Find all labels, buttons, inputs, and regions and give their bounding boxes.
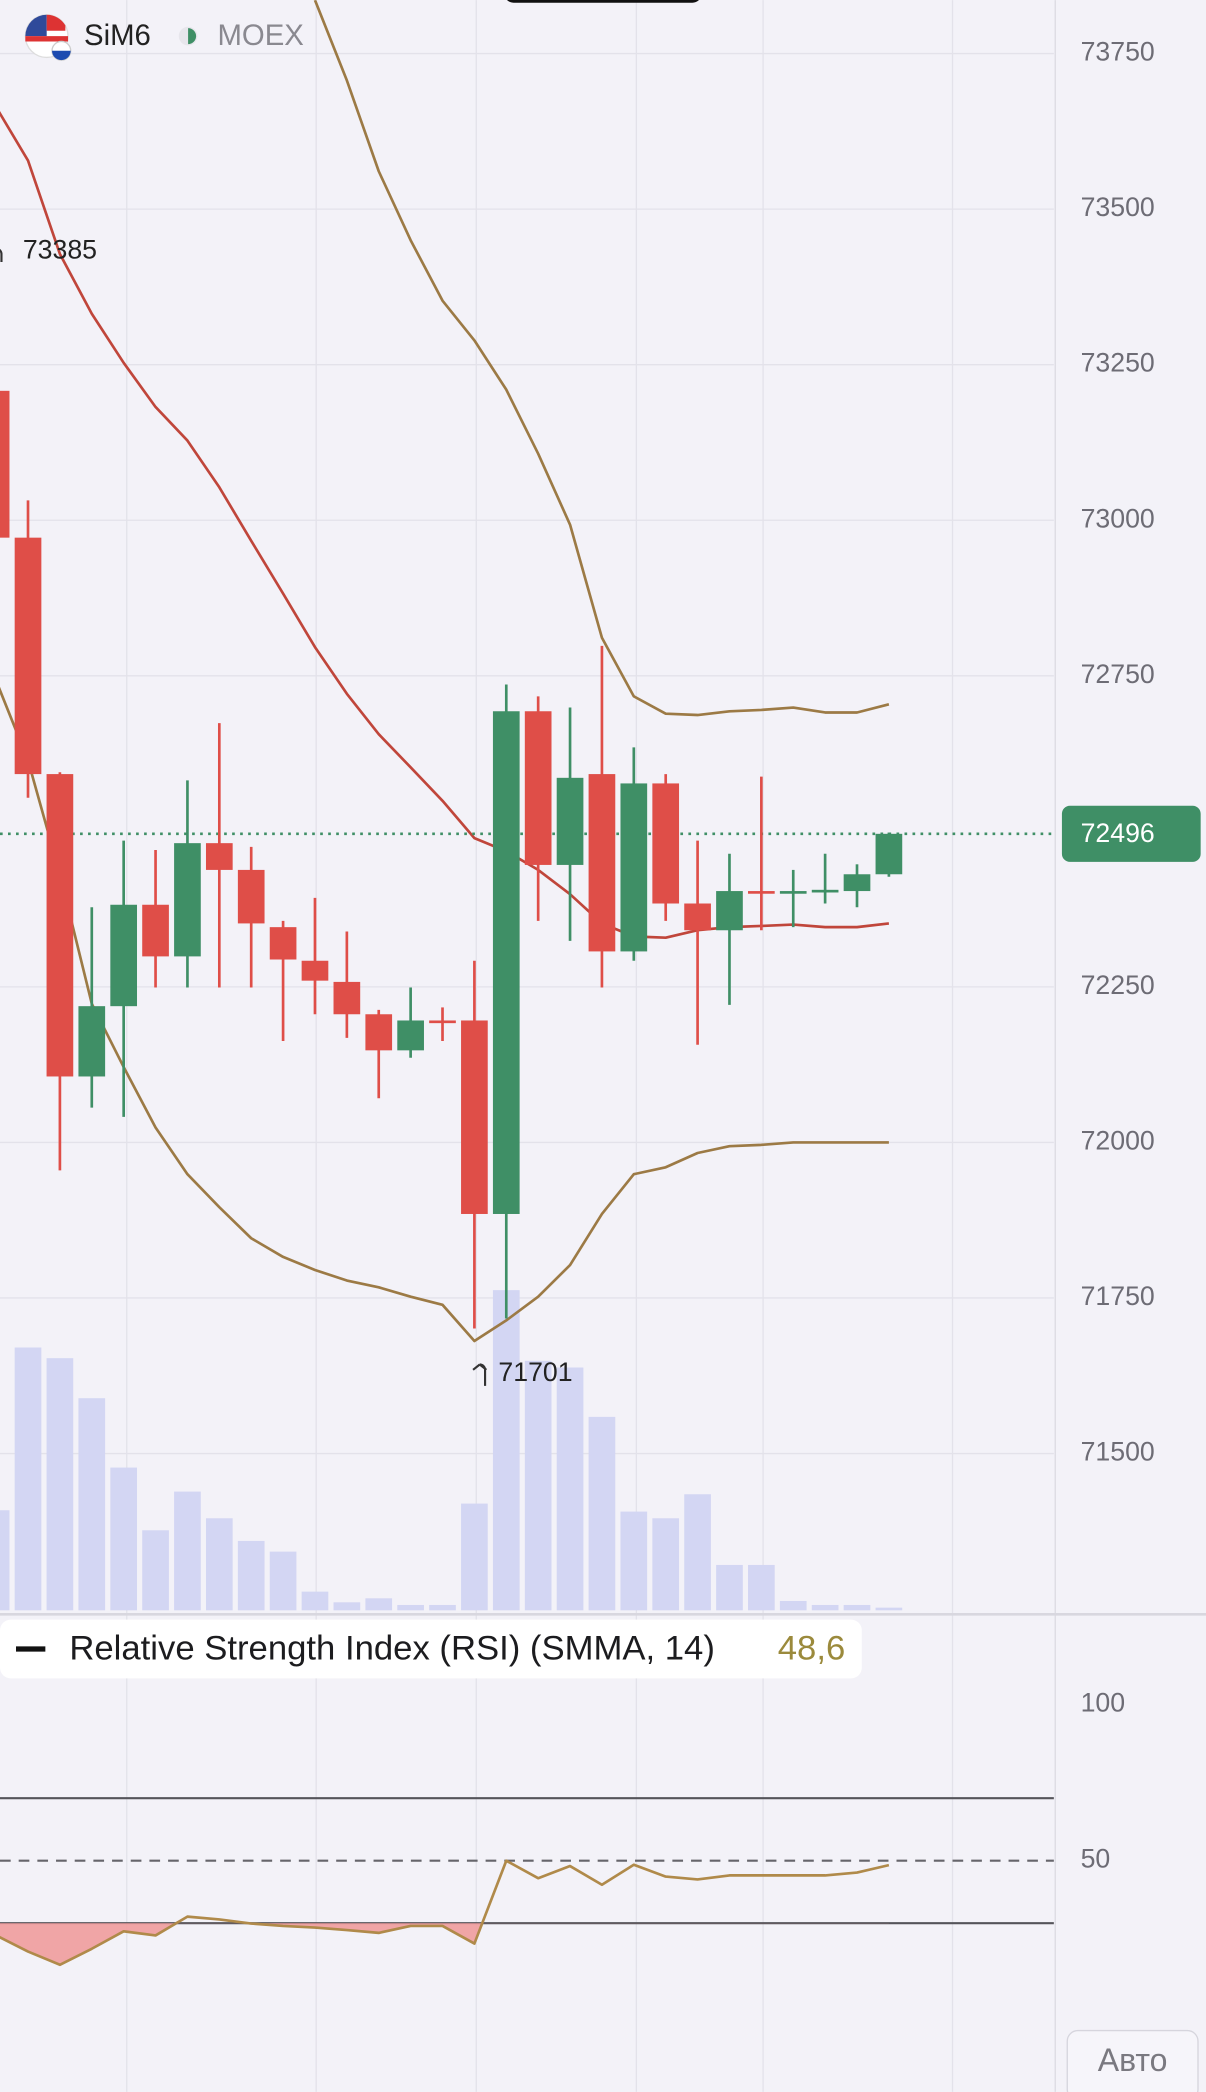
candle-body bbox=[0, 390, 10, 538]
volume-bar bbox=[620, 1511, 648, 1611]
y-tick-label: 72750 bbox=[1081, 659, 1155, 689]
min-label: 71701 bbox=[498, 1357, 572, 1387]
rsi-value: 48,6 bbox=[778, 1629, 845, 1667]
volume-bar bbox=[365, 1598, 393, 1611]
y-tick-label: 73500 bbox=[1081, 192, 1155, 222]
button-frame[interactable] bbox=[1066, 2029, 1199, 2092]
price-tag-label: 72496 bbox=[1081, 818, 1155, 848]
candle-body bbox=[269, 927, 297, 960]
band-line bbox=[313, 0, 890, 717]
volume-bar bbox=[174, 1491, 201, 1611]
min-arrow bbox=[472, 1363, 488, 1386]
volume-bar bbox=[78, 1398, 106, 1611]
volume-bar bbox=[748, 1564, 775, 1611]
volume-bar bbox=[269, 1551, 297, 1611]
volume-bar bbox=[46, 1358, 74, 1611]
rsi-line bbox=[0, 1859, 890, 1967]
volume-bar bbox=[397, 1604, 424, 1611]
candle-body bbox=[429, 1020, 456, 1024]
volume-bar bbox=[333, 1602, 361, 1611]
candle-body bbox=[46, 774, 74, 1077]
candle-body bbox=[652, 783, 680, 904]
symbol[interactable]: SiM6 bbox=[84, 19, 151, 52]
candle-body bbox=[174, 843, 201, 957]
candle-body bbox=[524, 711, 552, 865]
volume-bar bbox=[811, 1604, 839, 1611]
volume-bar bbox=[875, 1607, 903, 1611]
candle-body bbox=[684, 903, 711, 931]
band-line bbox=[0, 686, 889, 1343]
max-label: 73385 bbox=[23, 234, 97, 264]
volume-bar bbox=[142, 1530, 169, 1611]
volume-bar bbox=[588, 1416, 616, 1611]
candle-body bbox=[142, 904, 169, 957]
max-arrow bbox=[0, 248, 3, 263]
rsi-title: Relative Strength Index (RSI) (SMMA, 14) bbox=[69, 1629, 715, 1667]
y-tick-label: 73250 bbox=[1081, 348, 1155, 378]
symbol-header: SiM6 MOEX bbox=[24, 14, 304, 61]
y-tick-label: 73000 bbox=[1081, 503, 1155, 533]
volume-bar bbox=[14, 1347, 42, 1611]
volume-bar bbox=[779, 1600, 807, 1611]
candle-body bbox=[875, 833, 903, 875]
candle-body bbox=[748, 891, 775, 894]
legend-box bbox=[0, 1619, 862, 1679]
candle-body bbox=[110, 904, 138, 1007]
volume-bar bbox=[429, 1604, 456, 1611]
volume-bar bbox=[652, 1518, 680, 1611]
volume-bar bbox=[716, 1564, 743, 1611]
candle-body bbox=[365, 1014, 393, 1051]
candle-body bbox=[588, 774, 616, 952]
y-tick-label: 71500 bbox=[1081, 1437, 1155, 1467]
volume-bar bbox=[237, 1540, 265, 1611]
candle-body bbox=[843, 874, 871, 892]
y-tick-label: 73750 bbox=[1081, 37, 1155, 67]
candle-body bbox=[14, 537, 42, 775]
status-dot bbox=[188, 28, 197, 45]
exchange: MOEX bbox=[217, 19, 303, 52]
candle-body bbox=[397, 1020, 424, 1051]
volume-bar bbox=[556, 1367, 584, 1611]
candle-body bbox=[716, 891, 743, 931]
volume-bar bbox=[0, 1510, 10, 1611]
volume-bar bbox=[301, 1591, 329, 1611]
flag-us bbox=[25, 14, 47, 37]
candle-body bbox=[301, 960, 329, 981]
candle-body bbox=[461, 1020, 488, 1214]
y-tick-label: 100 bbox=[1081, 1688, 1126, 1718]
y-tick-label: 72000 bbox=[1081, 1125, 1155, 1155]
button-label[interactable]: Авто bbox=[1098, 2042, 1168, 2078]
volume-bar bbox=[492, 1290, 520, 1611]
flag-stripes bbox=[25, 14, 69, 42]
y-tick-label: 50 bbox=[1081, 1844, 1111, 1874]
y-tick-label: 72250 bbox=[1081, 970, 1155, 1000]
rsi-legend: Relative Strength Index (RSI) (SMMA, 14)… bbox=[0, 1619, 862, 1679]
volume-bar bbox=[461, 1503, 488, 1611]
volume-bar bbox=[110, 1467, 138, 1611]
scale-button[interactable]: Авто bbox=[1066, 2029, 1199, 2092]
oversold-fill bbox=[0, 1923, 889, 1965]
candle-body bbox=[492, 711, 520, 1214]
volume-bar bbox=[843, 1604, 871, 1611]
volume-bar bbox=[524, 1360, 552, 1611]
candle-body bbox=[237, 869, 265, 924]
candle-body bbox=[333, 981, 361, 1015]
y-tick-label: 71750 bbox=[1081, 1281, 1155, 1311]
volume-bar bbox=[684, 1494, 711, 1611]
top-notch bbox=[506, 0, 700, 3]
candle-body bbox=[811, 889, 839, 893]
candle-body bbox=[779, 891, 807, 894]
candle-body bbox=[556, 777, 584, 865]
volume-bar bbox=[205, 1518, 233, 1611]
flag-ru-blue bbox=[52, 50, 71, 61]
candle-body bbox=[620, 783, 648, 952]
candle-body bbox=[205, 843, 233, 870]
plot-area bbox=[0, 0, 1054, 1967]
price-tag bbox=[1061, 805, 1201, 862]
candle-body bbox=[78, 1006, 106, 1077]
axes: 73750 73500 73250 73000 72750 72250 72000 71750… bbox=[1081, 37, 1155, 1874]
